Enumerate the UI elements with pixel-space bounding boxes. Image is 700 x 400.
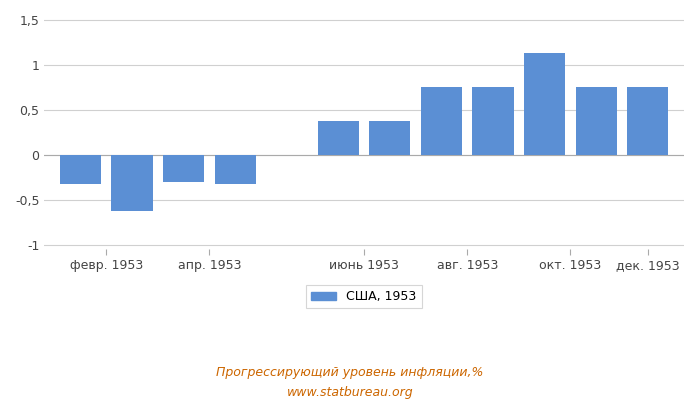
Bar — [163, 154, 204, 182]
Text: www.statbureau.org: www.statbureau.org — [287, 386, 413, 399]
Bar — [318, 121, 359, 154]
Bar — [627, 87, 668, 154]
Bar — [369, 121, 410, 154]
Text: Прогрессирующий уровень инфляции,%: Прогрессирующий уровень инфляции,% — [216, 366, 484, 379]
Bar — [214, 154, 256, 184]
Bar — [60, 154, 101, 184]
Bar — [421, 87, 462, 154]
Bar — [524, 53, 565, 154]
Bar — [575, 87, 617, 154]
Bar — [473, 87, 514, 154]
Bar — [111, 154, 153, 211]
Legend: США, 1953: США, 1953 — [307, 285, 421, 308]
